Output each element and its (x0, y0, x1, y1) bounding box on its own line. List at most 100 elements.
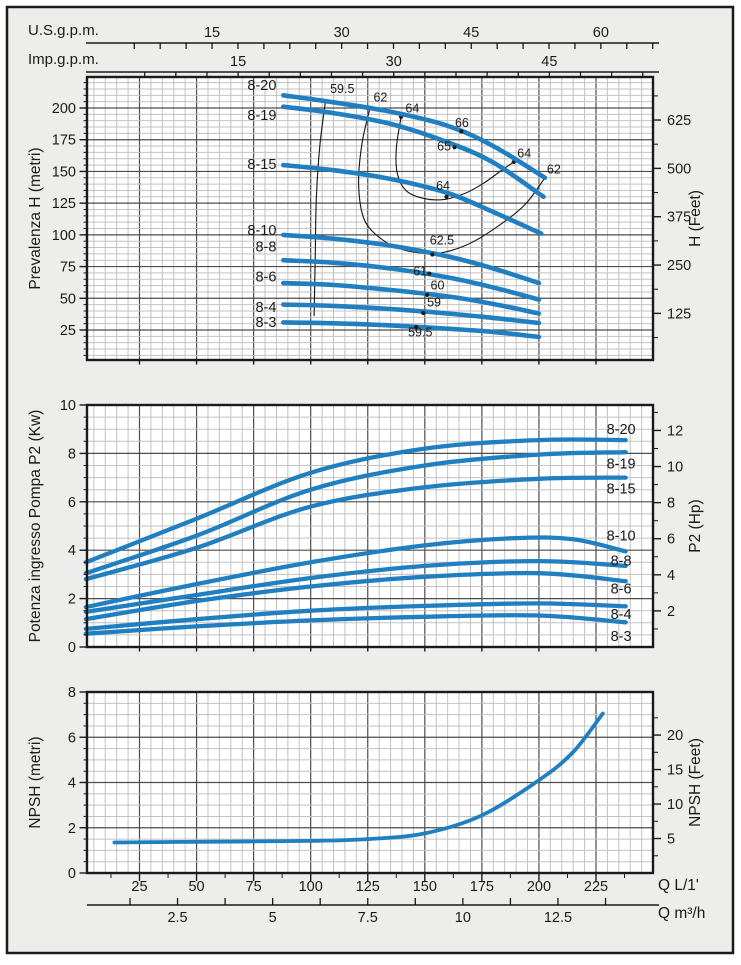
scale-imp-gpm-tick-label: 45 (541, 54, 557, 70)
flow-tick-label: 100 (299, 879, 323, 895)
y-tick-label: 0 (68, 866, 76, 882)
y-tick-label: 2 (68, 821, 76, 837)
y-axis-title: Potenza ingresso Pompa P2 (Kw) (27, 410, 44, 643)
y-right-tick-label: 12 (667, 423, 683, 439)
pump-curve-8-8 (83, 558, 628, 615)
y-right-tick-label: 15 (667, 763, 683, 779)
efficiency-point-label: 66 (455, 116, 469, 130)
flow-axis-title: Q L/1' (658, 877, 699, 894)
pump-curve-8-10 (281, 232, 542, 286)
m3h-tick-label: 5 (269, 910, 277, 926)
efficiency-point (414, 324, 419, 330)
scale-us-gpm: U.S.g.p.m. 15 30 45 60 (28, 22, 659, 49)
scale-m3h: 2.5 5 7.5 10 12.5 Q m³/h (87, 898, 705, 926)
y-right-axis-title: NPSH (Feet) (687, 738, 704, 827)
y-tick-label: 8 (68, 685, 76, 701)
y-tick-label: 4 (68, 776, 76, 792)
scale-us-gpm-tick-label: 60 (593, 25, 609, 41)
efficiency-point-label: 59 (427, 296, 441, 310)
curve-label-8-20: 8-20 (607, 422, 636, 438)
y-right-tick-label: 10 (667, 460, 683, 476)
curve-label-8-4: 8-4 (255, 300, 276, 316)
pump-curve-8-8 (281, 257, 542, 302)
pump-curve-8-3 (281, 320, 542, 340)
y-right-tick-label: 375 (667, 210, 691, 226)
flow-tick-label: 75 (246, 879, 262, 895)
m3h-tick-label: 10 (455, 910, 471, 926)
y-right-tick-label: 20 (667, 728, 683, 744)
flow-tick-label: 25 (131, 879, 147, 895)
scale-imp-gpm-tick-label: 30 (386, 54, 402, 70)
efficiency-point-label: 62.5 (430, 233, 454, 247)
efficiency-contour (313, 100, 327, 317)
pump-curve-8-10 (83, 535, 628, 610)
efficiency-point (424, 292, 430, 297)
y-tick-label: 2 (68, 592, 76, 608)
efficiency-point (430, 252, 435, 257)
y-tick-label: 200 (52, 101, 76, 117)
y-right-tick-label: 6 (667, 532, 675, 548)
flow-tick-label: 175 (470, 879, 494, 895)
curve-label-8-15: 8-15 (607, 481, 636, 497)
chart-head-capacity: 59.5 62 62 64 64 66 65 64 62.5 61 60 59 59.5 8-20 8-19… (27, 75, 704, 365)
flow-tick-label: 50 (188, 879, 204, 895)
scale-us-gpm-tick-label: 15 (204, 25, 220, 41)
efficiency-point-label: 60 (431, 278, 445, 292)
y-tick-label: 175 (52, 133, 76, 149)
y-right-tick-label: 125 (667, 306, 691, 322)
curve-label-8-15: 8-15 (247, 157, 276, 173)
pump-curve-8-6 (83, 570, 628, 622)
y-tick-label: 150 (52, 164, 76, 180)
curve-label-8-8: 8-8 (255, 239, 276, 255)
y-tick-label: 10 (60, 398, 76, 414)
curve-label-8-10: 8-10 (607, 529, 636, 545)
y-right-axis-title: H (Feet) (687, 190, 704, 247)
scale-us-gpm-tick-label: 45 (463, 25, 479, 41)
efficiency-contour-label: 59.5 (330, 82, 354, 96)
y-axis-title: Prevalenza H (metri) (27, 147, 44, 289)
curve-label-8-10: 8-10 (247, 223, 276, 239)
efficiency-contour (357, 107, 546, 255)
pump-curve-8-15 (83, 475, 628, 582)
efficiency-contours: 59.5 62 62 64 64 (313, 82, 561, 317)
y-right-tick-label: 250 (667, 258, 691, 274)
curve-label-8-19: 8-19 (247, 108, 276, 124)
curve-label-8-3: 8-3 (611, 629, 632, 645)
flow-tick-label: 200 (527, 879, 551, 895)
efficiency-point-label: 65 (437, 139, 451, 153)
pump-curve-8-19 (83, 450, 628, 576)
efficiency-point (427, 271, 432, 276)
efficiency-point-label: 59.5 (408, 325, 432, 339)
y-right-tick-label: 2 (667, 604, 675, 620)
y-right-tick-label: 4 (667, 568, 675, 584)
pump-curve-NPSH (112, 711, 605, 845)
curve-label-8-4: 8-4 (611, 607, 632, 623)
pump-curve-8-20 (281, 93, 548, 181)
efficiency-point (421, 310, 426, 316)
efficiency-point-label: 61 (413, 264, 427, 278)
curve-label-8-3: 8-3 (255, 315, 276, 331)
efficiency-contour (395, 116, 515, 201)
curve-label-8-8: 8-8 (611, 554, 632, 570)
y-tick-label: 6 (68, 730, 76, 746)
y-right-tick-label: 5 (667, 832, 675, 848)
y-tick-label: 75 (60, 260, 76, 276)
efficiency-point (452, 145, 457, 150)
flow-tick-label: 125 (356, 879, 380, 895)
curve-label-8-6: 8-6 (255, 270, 276, 286)
curve-label-8-19: 8-19 (607, 457, 636, 473)
m3h-tick-label: 12.5 (544, 910, 572, 926)
curve-label-8-20: 8-20 (247, 78, 276, 94)
y-tick-label: 4 (68, 543, 76, 559)
flow-tick-label: 150 (413, 879, 437, 895)
efficiency-contour-label: 62 (373, 91, 387, 105)
efficiency-point (444, 194, 449, 199)
y-right-tick-label: 10 (667, 797, 683, 813)
pump-curve-8-20 (83, 437, 628, 565)
y-tick-label: 6 (68, 495, 76, 511)
y-tick-label: 125 (52, 196, 76, 212)
m3h-tick-label: 2.5 (167, 910, 187, 926)
y-tick-label: 100 (52, 228, 76, 244)
